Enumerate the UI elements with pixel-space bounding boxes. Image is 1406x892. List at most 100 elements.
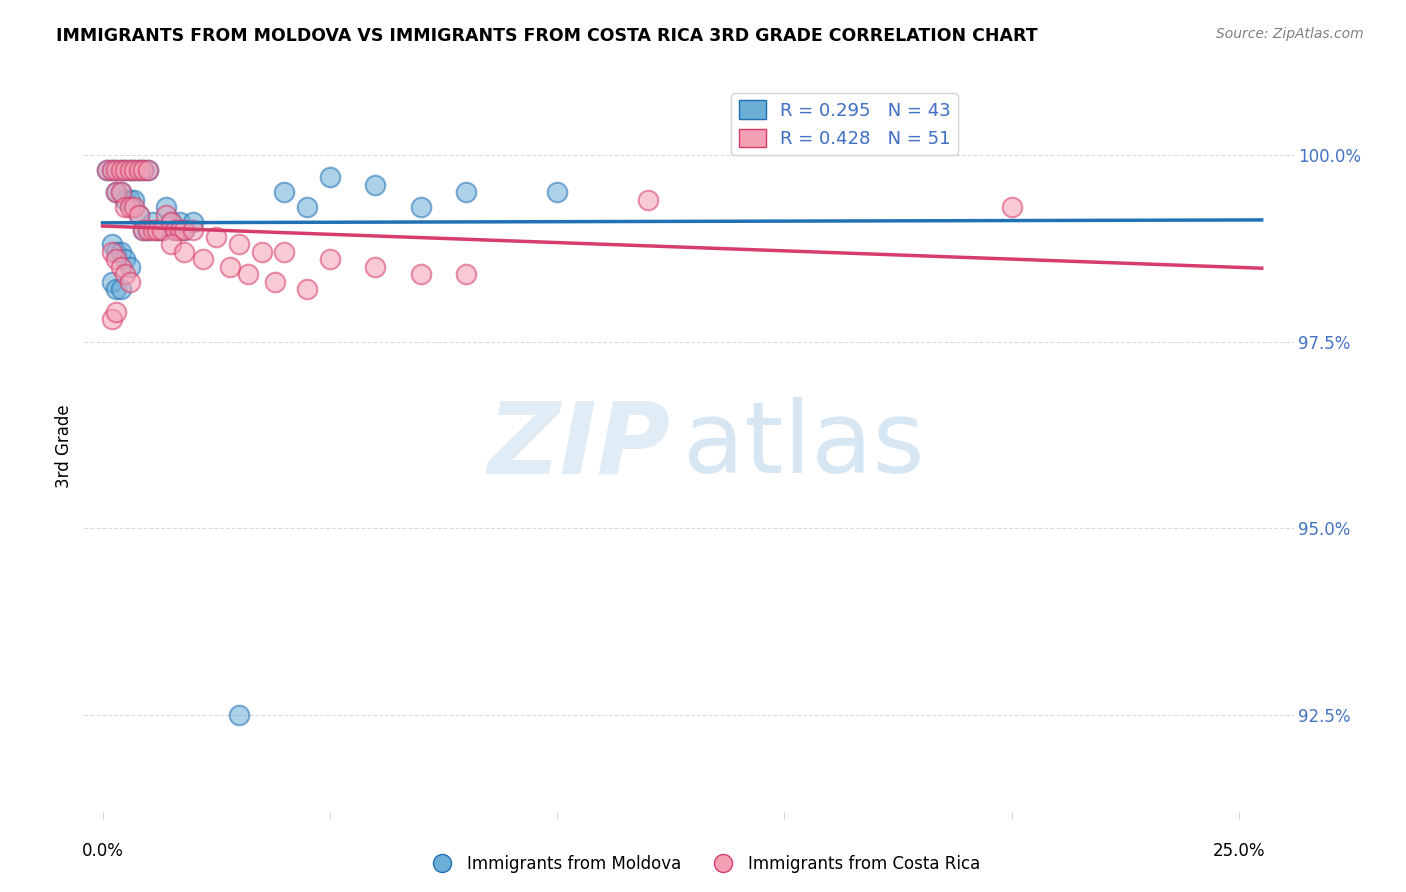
Point: [228, 237, 250, 252]
Point: [105, 244, 128, 259]
Point: [295, 282, 318, 296]
Point: [273, 186, 295, 200]
Point: [118, 162, 141, 177]
Point: [250, 244, 273, 259]
Point: [132, 222, 155, 236]
Point: [105, 186, 128, 200]
Point: [114, 200, 136, 214]
Point: [110, 186, 132, 200]
Point: [183, 215, 205, 229]
Point: [132, 162, 155, 177]
Point: [128, 208, 150, 222]
Legend: Immigrants from Moldova, Immigrants from Costa Rica: Immigrants from Moldova, Immigrants from…: [419, 848, 987, 880]
Point: [124, 200, 146, 214]
Point: [128, 208, 150, 222]
Point: [364, 178, 387, 192]
Point: [124, 193, 146, 207]
Point: [114, 162, 136, 177]
Point: [110, 162, 132, 177]
Point: [150, 222, 173, 236]
Text: 0.0%: 0.0%: [82, 842, 124, 860]
Point: [118, 200, 141, 214]
Point: [105, 186, 128, 200]
Point: [118, 162, 141, 177]
Point: [456, 186, 478, 200]
Point: [136, 222, 159, 236]
Point: [159, 215, 181, 229]
Point: [105, 162, 128, 177]
Point: [100, 244, 122, 259]
Point: [118, 260, 141, 274]
Point: [132, 162, 155, 177]
Point: [165, 222, 187, 236]
Point: [191, 252, 214, 267]
Point: [118, 275, 141, 289]
Point: [114, 162, 136, 177]
Point: [136, 162, 159, 177]
Point: [165, 222, 187, 236]
Point: [155, 200, 177, 214]
Point: [319, 170, 342, 185]
Point: [546, 186, 568, 200]
Point: [96, 162, 118, 177]
Point: [1001, 200, 1024, 214]
Point: [173, 244, 195, 259]
Point: [205, 230, 228, 244]
Point: [105, 304, 128, 318]
Point: [637, 193, 659, 207]
Point: [141, 215, 163, 229]
Legend: R = 0.295   N = 43, R = 0.428   N = 51: R = 0.295 N = 43, R = 0.428 N = 51: [731, 93, 957, 155]
Text: 25.0%: 25.0%: [1213, 842, 1265, 860]
Point: [124, 162, 146, 177]
Point: [183, 222, 205, 236]
Point: [128, 162, 150, 177]
Point: [146, 222, 169, 236]
Point: [114, 268, 136, 282]
Point: [136, 222, 159, 236]
Point: [110, 186, 132, 200]
Text: atlas: atlas: [683, 398, 925, 494]
Point: [132, 222, 155, 236]
Point: [218, 260, 240, 274]
Point: [236, 268, 259, 282]
Point: [264, 275, 287, 289]
Point: [100, 162, 122, 177]
Point: [155, 208, 177, 222]
Point: [173, 222, 195, 236]
Text: Source: ZipAtlas.com: Source: ZipAtlas.com: [1216, 27, 1364, 41]
Point: [141, 222, 163, 236]
Point: [169, 215, 191, 229]
Point: [110, 244, 132, 259]
Point: [100, 162, 122, 177]
Point: [114, 252, 136, 267]
Point: [96, 162, 118, 177]
Point: [295, 200, 318, 214]
Point: [105, 162, 128, 177]
Point: [169, 222, 191, 236]
Point: [146, 222, 169, 236]
Point: [110, 282, 132, 296]
Point: [364, 260, 387, 274]
Text: IMMIGRANTS FROM MOLDOVA VS IMMIGRANTS FROM COSTA RICA 3RD GRADE CORRELATION CHAR: IMMIGRANTS FROM MOLDOVA VS IMMIGRANTS FR…: [56, 27, 1038, 45]
Point: [173, 222, 195, 236]
Point: [114, 193, 136, 207]
Y-axis label: 3rd Grade: 3rd Grade: [55, 404, 73, 488]
Point: [159, 215, 181, 229]
Point: [150, 222, 173, 236]
Point: [105, 252, 128, 267]
Point: [100, 237, 122, 252]
Point: [110, 162, 132, 177]
Point: [136, 162, 159, 177]
Point: [456, 268, 478, 282]
Point: [159, 237, 181, 252]
Point: [105, 282, 128, 296]
Point: [124, 162, 146, 177]
Point: [319, 252, 342, 267]
Point: [100, 312, 122, 326]
Point: [409, 200, 432, 214]
Point: [128, 162, 150, 177]
Point: [118, 193, 141, 207]
Point: [110, 260, 132, 274]
Point: [409, 268, 432, 282]
Point: [273, 244, 295, 259]
